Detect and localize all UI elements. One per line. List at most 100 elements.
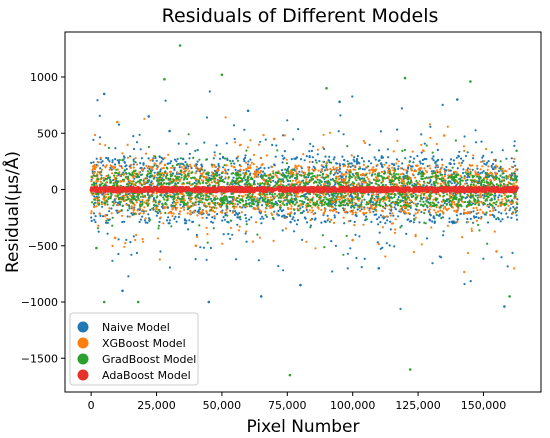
- scatter-point: [408, 205, 411, 208]
- scatter-point: [356, 157, 359, 161]
- scatter-point: [102, 176, 105, 180]
- scatter-point: [271, 143, 274, 147]
- scatter-point: [134, 238, 137, 242]
- scatter-point: [429, 179, 432, 182]
- scatter-point: [377, 175, 380, 178]
- scatter-point: [232, 124, 236, 127]
- scatter-point: [512, 182, 515, 185]
- scatter-point: [342, 133, 345, 136]
- scatter-point: [367, 193, 370, 196]
- scatter-point: [513, 170, 517, 173]
- scatter-point: [205, 226, 208, 229]
- scatter-point: [260, 157, 263, 160]
- scatter-point: [139, 212, 142, 215]
- scatter-point: [113, 202, 116, 205]
- scatter-point: [297, 181, 300, 184]
- scatter-point: [101, 160, 104, 163]
- scatter-point: [449, 169, 452, 172]
- scatter-point: [285, 162, 289, 165]
- scatter-point: [370, 196, 373, 199]
- scatter-point: [265, 179, 268, 182]
- scatter-point: [432, 159, 435, 162]
- scatter-point: [258, 199, 261, 202]
- scatter-point: [415, 164, 418, 167]
- scatter-point: [355, 214, 358, 217]
- scatter-point: [231, 211, 234, 214]
- scatter-point: [236, 223, 239, 226]
- scatter-point: [250, 199, 253, 202]
- scatter-point: [377, 172, 380, 175]
- scatter-point: [334, 200, 338, 203]
- scatter-point: [99, 180, 102, 183]
- scatter-point: [234, 168, 237, 171]
- scatter-point: [152, 177, 155, 180]
- scatter-point: [345, 175, 348, 178]
- scatter-point: [469, 173, 472, 176]
- scatter-point: [117, 252, 120, 256]
- scatter-point: [109, 195, 112, 198]
- scatter-point: [492, 209, 495, 212]
- scatter-point: [117, 203, 120, 207]
- scatter-point: [244, 154, 247, 157]
- scatter-point: [102, 215, 105, 218]
- scatter-point: [389, 212, 392, 215]
- scatter-point: [105, 156, 108, 159]
- scatter-point: [337, 130, 340, 133]
- scatter-point: [196, 235, 199, 238]
- scatter-point: [108, 168, 111, 171]
- scatter-point: [356, 161, 359, 164]
- scatter-point: [156, 212, 160, 215]
- scatter-point: [289, 198, 292, 202]
- scatter-point: [490, 182, 493, 185]
- scatter-point: [308, 156, 311, 159]
- scatter-point: [409, 181, 412, 184]
- scatter-point: [485, 211, 488, 214]
- scatter-point: [388, 179, 391, 182]
- scatter-point: [245, 181, 248, 184]
- scatter-point: [284, 196, 287, 199]
- scatter-point: [501, 172, 504, 175]
- scatter-point: [288, 213, 291, 216]
- scatter-point: [375, 195, 378, 198]
- scatter-point: [297, 205, 300, 208]
- scatter-point: [397, 173, 400, 176]
- scatter-point: [255, 165, 259, 168]
- scatter-point: [433, 203, 436, 206]
- scatter-point: [121, 220, 124, 224]
- scatter-point: [381, 246, 384, 249]
- scatter-point: [300, 180, 303, 183]
- scatter-point: [90, 175, 93, 178]
- scatter-point: [157, 165, 160, 168]
- scatter-point: [504, 184, 507, 187]
- scatter-point: [213, 154, 217, 157]
- scatter-point: [391, 162, 394, 165]
- scatter-point: [279, 208, 282, 211]
- scatter-point: [393, 174, 396, 177]
- scatter-point: [94, 220, 97, 224]
- scatter-point: [350, 154, 353, 157]
- scatter-point: [144, 221, 147, 224]
- scatter-point: [96, 160, 99, 164]
- scatter-point: [242, 168, 245, 172]
- scatter-point: [229, 219, 232, 222]
- scatter-point: [116, 211, 119, 214]
- scatter-point: [417, 168, 420, 171]
- scatter-point: [153, 203, 156, 206]
- scatter-point: [155, 192, 158, 195]
- scatter-point: [105, 219, 108, 222]
- scatter-point: [92, 172, 95, 175]
- scatter-point: [352, 168, 355, 171]
- scatter-point: [143, 201, 146, 204]
- scatter-point: [96, 199, 99, 202]
- scatter-point: [173, 158, 177, 161]
- scatter-point: [198, 170, 202, 173]
- scatter-point: [110, 168, 113, 171]
- scatter-point: [171, 215, 174, 218]
- scatter-point: [290, 158, 293, 161]
- scatter-point: [225, 197, 228, 200]
- scatter-point: [196, 148, 199, 152]
- scatter-point: [428, 197, 431, 200]
- scatter-point: [287, 172, 290, 175]
- scatter-point: [151, 159, 154, 162]
